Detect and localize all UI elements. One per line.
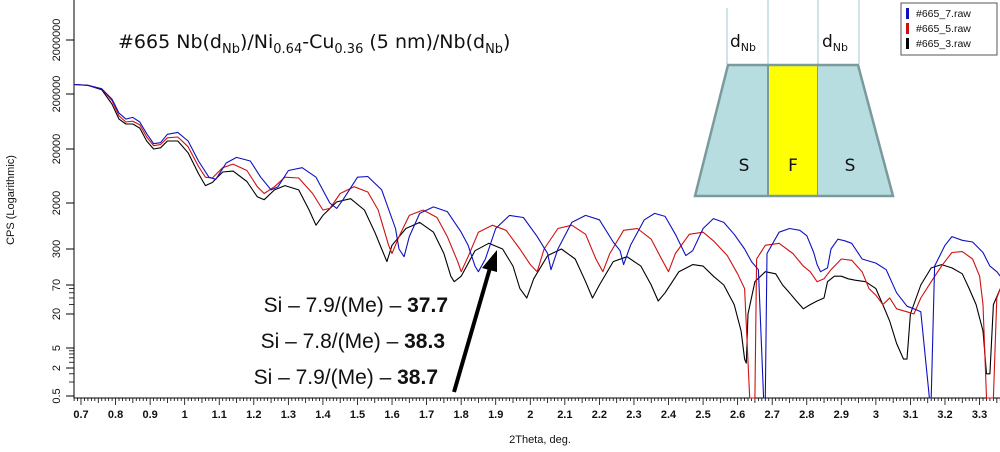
title-part: 0.64 [273,42,302,57]
x-tick-label: 1.5 [350,409,365,421]
annotation-line-3: Si – 7.9/(Me) – 38.7 [254,366,438,389]
layer-label-s-right: S [845,156,856,176]
x-tick-label: 1.6 [384,409,399,421]
x-tick-label: 3.2 [937,409,952,421]
y-tick-label: 300 [51,240,63,258]
annotation-line-2: Si – 7.8/(Me) – 38.3 [261,330,445,353]
x-tick-label: 1.3 [281,409,296,421]
layer-f [767,64,819,197]
x-tick-label: 2.7 [765,409,780,421]
x-tick-label: 1 [182,409,188,421]
y-tick-label: 5 [51,345,63,351]
arrow-shaft [452,267,492,393]
dnb-label-right: dNb [822,32,848,54]
legend-box [900,2,998,56]
x-tick-label: 1.7 [419,409,434,421]
x-tick-label: 2.4 [661,409,677,421]
annotations: Si – 7.9/(Me) – 37.7 Si – 7.8/(Me) – 38.… [254,250,497,393]
y-ticks: 2000000 200000 20000 2000 300 70 20 5 2 0.5 [51,19,74,404]
dnb-label-left: dNb [730,32,756,54]
legend-label: #665_7.raw [916,8,971,20]
title-part: Nb [222,42,240,57]
y-tick-label: 2000000 [51,19,63,62]
legend-label: #665_5.raw [916,23,971,35]
x-tick-label: 0.7 [73,409,88,421]
series-line--665-3-raw [74,83,1000,375]
legend-label: #665_3.raw [916,38,971,50]
x-tick-label: 2.2 [592,409,607,421]
title-part: (5 nm)/Nb(d [363,31,485,53]
y-axis-title: CPS (Logarithmic) [5,155,17,245]
x-tick-label: 2.9 [834,409,849,421]
y-tick-label: 70 [51,279,63,291]
x-tick-label: 2 [527,409,533,421]
x-tick-label: 0.9 [142,409,157,421]
legend: #665_7.raw #665_5.raw #665_3.raw [900,2,998,56]
x-tick-label: 1.4 [315,409,331,421]
layer-diagram: dNb dNb S F S [693,0,895,198]
x-tick-label: 2.8 [799,409,814,421]
x-tick-label: 3 [873,409,879,421]
axes [73,0,1000,399]
x-tick-label: 1.1 [212,409,227,421]
x-tick-label: 1.9 [488,409,503,421]
series-line--665-5-raw [74,83,1000,399]
y-tick-label: 2000 [51,191,63,215]
title-part: -Cu [302,31,334,53]
series-line--665-7-raw [74,83,1000,399]
x-tick-label: 1.2 [246,409,261,421]
title-part: )/Ni [240,31,273,53]
title-part: 0.36 [334,42,363,57]
title-part: ) [503,31,510,53]
x-tick-label: 0.8 [108,409,123,421]
legend-swatch [906,38,909,49]
x-tick-label: 1.8 [454,409,469,421]
x-ticks: 0.7 0.8 0.9 1 1.1 1.2 1.3 1.4 1.5 1.6 1.7 1.8 1.9 2 2.… [73,398,1000,421]
y-tick-label: 2 [51,365,63,371]
layer-s-left [695,65,768,196]
x-tick-label: 2.6 [730,409,745,421]
y-tick-label: 20000 [51,134,63,165]
x-axis-title: 2Theta, deg. [509,434,571,446]
x-tick-label: 3.1 [903,409,918,421]
layer-label-s-left: S [739,156,750,176]
y-tick-label: 20 [51,308,63,320]
legend-swatch [906,23,909,34]
annotation-line-1: Si – 7.9/(Me) – 37.7 [264,294,448,317]
title-part: #665 Nb(d [118,31,222,53]
legend-swatch [906,8,909,19]
x-tick-label: 3.3 [972,409,987,421]
x-tick-label: 2.1 [557,409,572,421]
layer-outline [693,63,895,198]
y-tick-label: 0.5 [51,388,63,403]
layer-s-right [818,65,893,196]
chart-title: #665 Nb(dNb)/Ni0.64-Cu0.36 (5 nm)/Nb(dNb… [118,31,510,57]
arrow-head [482,250,497,272]
layer-label-f: F [788,156,798,176]
y-tick-label: 200000 [51,76,63,113]
title-part: Nb [485,42,503,57]
x-tick-label: 2.5 [695,409,710,421]
x-tick-label: 2.3 [626,409,641,421]
series-group [74,83,1000,399]
